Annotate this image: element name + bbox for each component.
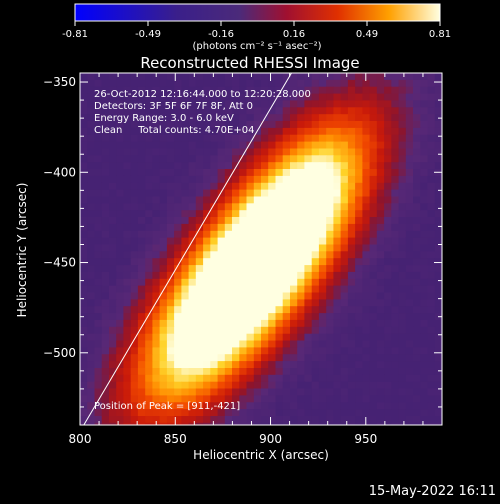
heatmap-image xyxy=(80,73,442,425)
observation-info: 26-Oct-2012 12:16:44.000 to 12:20:28.000… xyxy=(94,89,311,136)
colorbar xyxy=(74,3,441,22)
colorbar-tick-label: -0.16 xyxy=(208,29,234,40)
x-tick-label: 800 xyxy=(69,432,92,446)
footer-timestamp: 15-May-2022 16:11 xyxy=(369,484,496,499)
colorbar-tick-label: -0.81 xyxy=(62,29,88,40)
y-tick-label: −350 xyxy=(43,75,76,89)
colorbar-tick-label: -0.49 xyxy=(135,29,161,40)
info-line: Energy Range: 3.0 - 6.0 keV xyxy=(94,113,234,124)
x-tick-label: 850 xyxy=(164,432,187,446)
chart-title: Reconstructed RHESSI Image xyxy=(140,54,359,72)
colorbar-tick-label: 0.81 xyxy=(429,29,451,40)
peak-position-label: Position of Peak = [911,-421] xyxy=(94,401,240,412)
plot-frame xyxy=(79,72,443,426)
colorbar-tick-label: 0.16 xyxy=(283,29,305,40)
x-tick-label: 950 xyxy=(354,432,377,446)
colorbar-ticks: -0.81 -0.49 -0.16 0.16 0.49 0.81 xyxy=(62,21,451,40)
y-tick-label: −450 xyxy=(43,256,76,270)
colorbar-tick-label: 0.49 xyxy=(356,29,378,40)
y-axis-label: Heliocentric Y (arcsec) xyxy=(15,183,29,318)
y-axis: −350 −400 −450 −500 xyxy=(43,75,442,426)
info-line: Detectors: 3F 5F 6F 7F 8F, Att 0 xyxy=(94,101,253,112)
x-tick-label: 900 xyxy=(259,432,282,446)
y-tick-label: −400 xyxy=(43,165,76,179)
solar-limb-line xyxy=(83,73,292,425)
colorbar-unit-label: (photons cm⁻² s⁻¹ asec⁻²) xyxy=(192,41,321,52)
x-axis-label: Heliocentric X (arcsec) xyxy=(193,448,329,462)
y-tick-label: −500 xyxy=(43,346,76,360)
info-line: Clean Total counts: 4.70E+04 xyxy=(94,125,254,136)
info-line: 26-Oct-2012 12:16:44.000 to 12:20:28.000 xyxy=(94,89,311,100)
x-axis: 800 850 900 950 xyxy=(69,73,443,446)
